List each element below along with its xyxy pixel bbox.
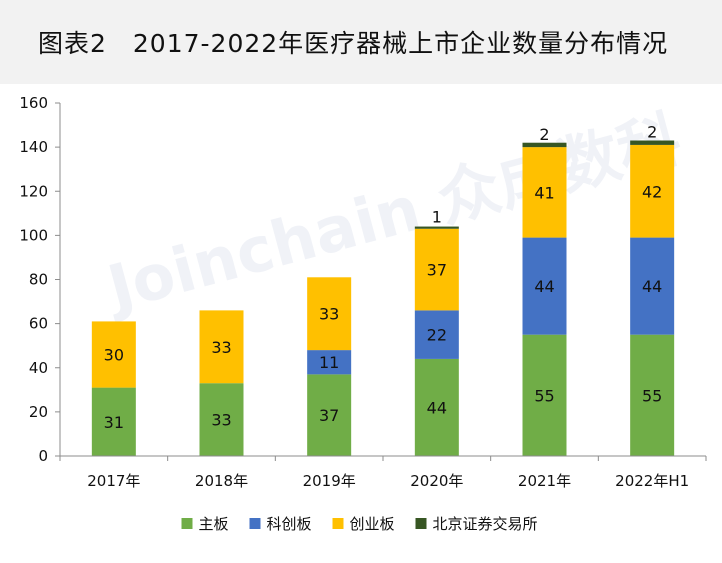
data-label: 55 [642,386,662,405]
bar-2020年-主板 [414,358,459,456]
data-label: 33 [319,305,339,324]
legend-label: 科创板 [267,515,312,533]
legend-swatch [332,518,344,529]
bar-2021年-主板 [522,334,567,456]
y-tick-label: 100 [19,226,48,244]
bar-2019年-主板 [307,374,352,456]
data-label: 55 [534,386,554,405]
data-label: 44 [534,277,554,296]
bar-2020年-创业板 [414,228,459,311]
axes-layer: 0 20 40 60 80 100 120 140 160 2017年 2018年 2019年 2020… [19,94,707,490]
bar-2020年-科创板 [414,310,459,359]
y-tick-label: 0 [38,447,48,465]
y-tick-label: 160 [19,94,48,112]
y-tick-label: 120 [19,182,48,200]
bar-2022年H1-创业板 [630,144,675,238]
data-label: 44 [642,277,662,296]
legend: 主板 科创板 创业板 北京证券交易所 [181,515,538,533]
bar-2022年H1-北京证券交易所 [630,140,675,145]
y-tick-label: 60 [29,315,48,333]
data-label: 33 [211,411,231,430]
data-label: 44 [427,398,447,417]
bar-2021年-科创板 [522,237,567,335]
legend-swatch [249,518,261,529]
data-label: 33 [211,338,231,357]
x-tick-label: 2022年H1 [615,472,689,490]
data-label: 1 [432,208,442,227]
stacked-bar-chart: Joinchain 众成数科 3130333337113344223715544… [19,94,707,533]
legend-label: 主板 [199,515,229,533]
bar-2019年-创业板 [307,277,352,351]
data-label: 30 [104,346,124,365]
x-tick-label: 2019年 [303,472,356,490]
data-label: 41 [534,183,554,202]
bar-2018年-创业板 [199,310,244,384]
chart-title: 图表2 2017-2022年医疗器械上市企业数量分布情况 [38,29,669,58]
data-label: 11 [319,353,339,372]
legend-label: 创业板 [350,515,395,533]
title-bar: 图表2 2017-2022年医疗器械上市企业数量分布情况 [0,0,722,84]
data-label: 37 [319,406,339,425]
bar-2019年-科创板 [307,350,352,375]
legend-swatch [415,518,427,529]
bar-2018年-主板 [199,383,244,456]
y-tick-label: 40 [29,359,48,377]
data-label: 42 [642,182,662,201]
data-label: 37 [427,261,447,280]
legend-swatch [181,518,193,529]
x-tick-label: 2021年 [518,472,571,490]
x-tick-label: 2020年 [410,472,463,490]
data-label: 22 [427,326,447,345]
bar-2020年-北京证券交易所 [414,226,459,229]
x-tick-label: 2017年 [87,472,140,490]
y-tick-label: 140 [19,138,48,156]
legend-label: 北京证券交易所 [433,515,538,533]
bar-2022年H1-主板 [630,334,675,456]
bar-2021年-创业板 [522,147,567,238]
data-label: 2 [647,123,657,142]
bar-2022年H1-科创板 [630,237,675,335]
bars-layer: 31 30 33 33 37 11 33 44 22 37 1 55 44 41 2 55 44 42 2 [91,123,675,456]
data-label: 31 [104,413,124,432]
y-tick-label: 20 [29,403,48,421]
data-label: 2 [539,125,549,144]
bar-2021年-北京证券交易所 [522,142,567,148]
bar-2017年-创业板 [91,321,136,388]
x-tick-label: 2018年 [195,472,248,490]
y-tick-label: 80 [29,271,48,289]
bar-2017年-主板 [91,387,136,456]
watermark: Joinchain 众成数科 [97,102,688,326]
